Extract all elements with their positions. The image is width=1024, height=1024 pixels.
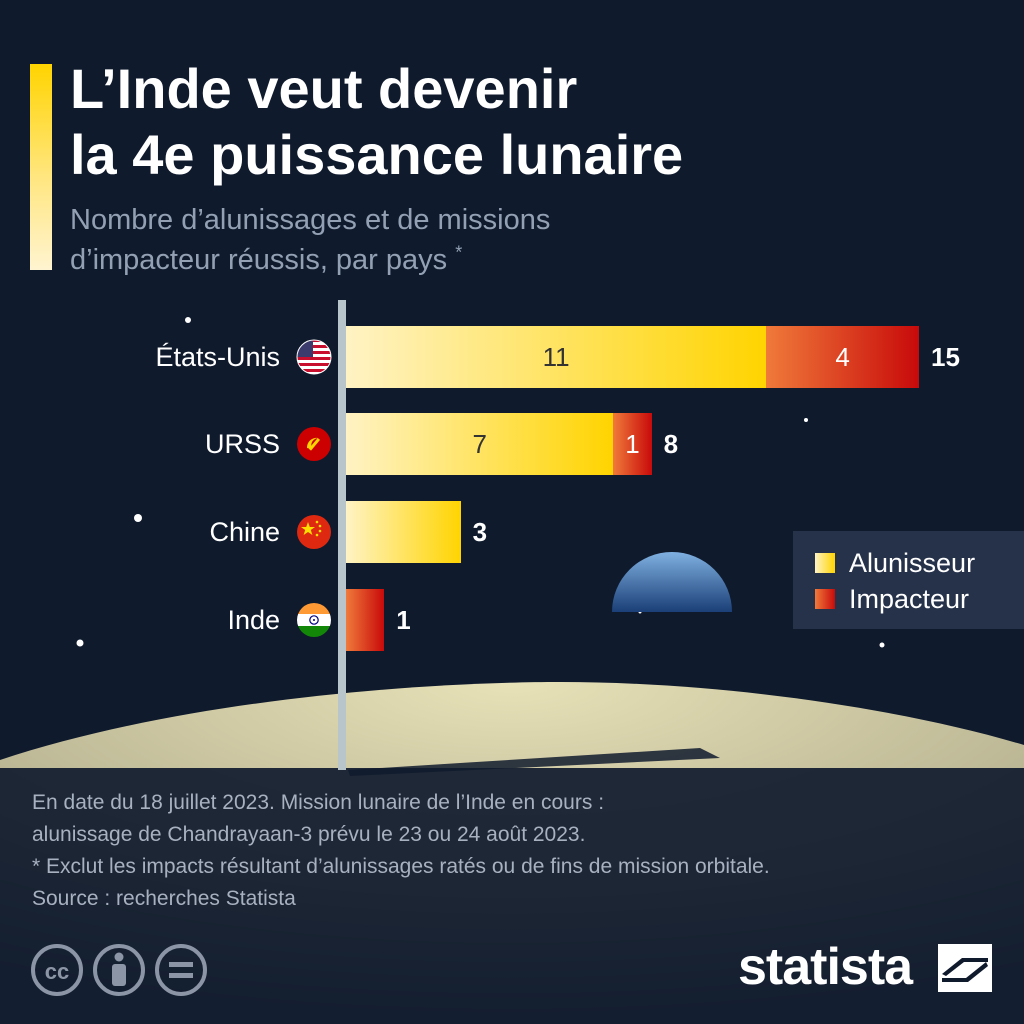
- svg-text:cc: cc: [45, 959, 69, 984]
- bar-impacteur: [766, 326, 919, 388]
- bar-value-label: 1: [625, 429, 640, 459]
- star: [879, 642, 885, 648]
- bar-value-label: 7: [472, 429, 487, 459]
- category-label: Chine: [209, 517, 280, 547]
- legend-label-alunisseur: Alunisseur: [849, 548, 976, 578]
- title-accent-bar: [30, 64, 52, 270]
- star: [76, 639, 84, 647]
- planet-icon: [612, 552, 732, 612]
- ussr-flag-icon: [296, 426, 332, 462]
- bar-value-label: 11: [542, 342, 570, 372]
- footnote-line-1: En date du 18 juillet 2023. Mission luna…: [32, 791, 605, 814]
- bar-alunisseur: [346, 501, 461, 563]
- source-note: Source : recherches Statista: [32, 887, 296, 910]
- chart-title: L’Inde veut devenir la 4e puissance luna…: [70, 56, 970, 188]
- subtitle-line-2: d’impacteur réussis, par pays: [70, 244, 448, 276]
- star: [134, 514, 142, 522]
- title-line-2: la 4e puissance lunaire: [70, 123, 684, 186]
- bar-alunisseur: [346, 413, 614, 475]
- cc-icon: cc: [31, 944, 83, 996]
- footnote-line-3: * Exclut les impacts résultant d’aluniss…: [32, 855, 770, 878]
- category-label: Inde: [227, 605, 280, 635]
- bar-alunisseur: [346, 326, 767, 388]
- category-label: États-Unis: [155, 342, 280, 372]
- bar-impacteur: [346, 589, 385, 651]
- footnote-line-2: alunissage de Chandrayaan-3 prévu le 23 …: [32, 823, 586, 846]
- pole-shadow: [348, 748, 720, 776]
- bar-total-label: 1: [396, 605, 411, 635]
- chart-subtitle: Nombre d’alunissages et de missions d’im…: [70, 200, 770, 280]
- us-flag-icon: [296, 339, 332, 375]
- china-flag-icon: [296, 514, 332, 550]
- bar-total-label: 8: [663, 429, 679, 459]
- legend-swatch-alunisseur: [815, 553, 835, 573]
- category-label: URSS: [204, 429, 280, 459]
- bar-total-label: 3: [472, 517, 488, 547]
- brand-wordmark: statista: [738, 938, 913, 996]
- license-icons: cc: [31, 944, 207, 996]
- attribution-icon: [93, 944, 145, 996]
- legend-label-impacteur: Impacteur: [849, 584, 970, 614]
- subtitle-line-1: Nombre d’alunissages et de missions: [70, 204, 551, 236]
- star: [185, 317, 191, 323]
- legend-swatch-impacteur: [815, 589, 835, 609]
- statista-logo-icon: [938, 944, 992, 992]
- title-line-1: L’Inde veut devenir: [70, 57, 578, 120]
- bar-impacteur: [613, 413, 652, 475]
- india-flag-icon: [296, 602, 332, 638]
- chart-axis: [338, 300, 346, 770]
- star: [804, 418, 808, 422]
- subtitle-footnote-mark: *: [455, 242, 463, 263]
- bar-value-label: 4: [835, 342, 850, 372]
- no-derivatives-icon: [155, 944, 207, 996]
- bar-total-label: 15: [931, 342, 960, 372]
- chart-legend: Alunisseur Impacteur: [793, 531, 1024, 629]
